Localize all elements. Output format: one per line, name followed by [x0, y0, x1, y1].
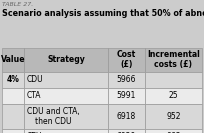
- Bar: [145, 129, 202, 133]
- Text: Scenario analysis assuming that 50% of abnormalities: Scenario analysis assuming that 50% of a…: [2, 9, 204, 18]
- Text: 6929: 6929: [117, 132, 136, 133]
- Bar: [108, 48, 145, 72]
- Text: Value: Value: [1, 55, 26, 64]
- Text: Incremental
costs (£): Incremental costs (£): [147, 50, 200, 69]
- Text: CEU: CEU: [27, 132, 42, 133]
- Bar: [24, 104, 108, 129]
- Text: CTA: CTA: [27, 91, 41, 100]
- Text: 6918: 6918: [117, 112, 136, 121]
- Bar: [108, 104, 145, 129]
- Text: Cost
(£): Cost (£): [117, 50, 136, 69]
- Text: CDU: CDU: [27, 75, 43, 84]
- Text: 4%: 4%: [7, 75, 20, 84]
- Bar: [108, 129, 145, 133]
- Text: CDU and CTA,
then CDU: CDU and CTA, then CDU: [27, 107, 80, 126]
- Text: 5991: 5991: [117, 91, 136, 100]
- Bar: [2, 129, 24, 133]
- Bar: [108, 88, 145, 104]
- Bar: [2, 48, 24, 72]
- Text: 952: 952: [166, 112, 181, 121]
- Bar: [2, 72, 24, 88]
- Bar: [2, 104, 24, 129]
- Bar: [145, 72, 202, 88]
- Text: 25: 25: [169, 91, 178, 100]
- Bar: [2, 88, 24, 104]
- Text: Strategy: Strategy: [47, 55, 85, 64]
- Bar: [145, 88, 202, 104]
- Text: 963: 963: [166, 132, 181, 133]
- Bar: [24, 48, 108, 72]
- Text: 5966: 5966: [117, 75, 136, 84]
- Bar: [108, 72, 145, 88]
- Bar: [145, 48, 202, 72]
- Bar: [24, 88, 108, 104]
- Bar: [24, 129, 108, 133]
- Bar: [145, 104, 202, 129]
- Text: TABLE 27.: TABLE 27.: [2, 2, 34, 7]
- Bar: [24, 72, 108, 88]
